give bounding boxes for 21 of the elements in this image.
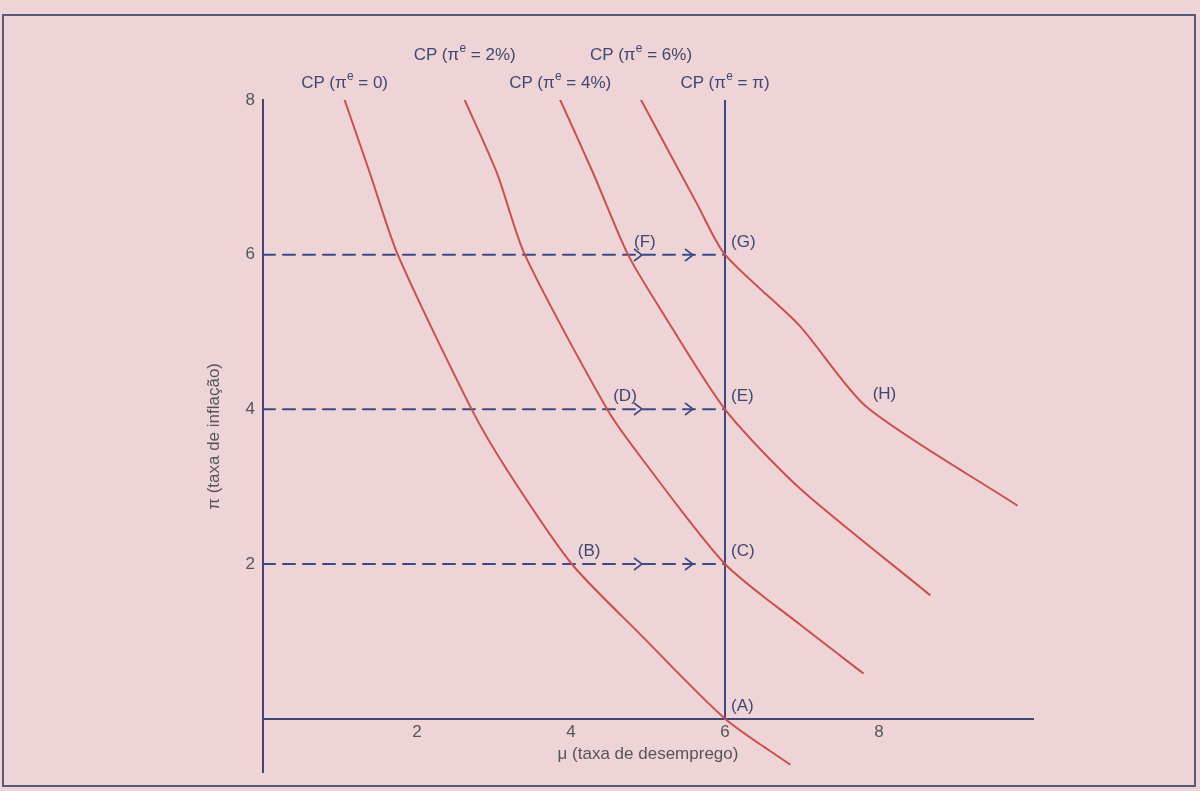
y-tick-label: 4 (245, 399, 255, 419)
annotation: (F) (633, 231, 656, 251)
y-tick-label: 2 (245, 553, 255, 573)
y-axis-title: π (taxa de inflação) (203, 362, 223, 510)
annotation: (E) (731, 386, 754, 406)
y-tick-label: 8 (245, 89, 255, 109)
annotation: (A) (731, 695, 754, 715)
x-tick-label: 2 (412, 721, 422, 741)
annotation: (H) (872, 384, 897, 404)
y-tick-label: 6 (245, 244, 255, 264)
line-series (343, 100, 791, 766)
annotation: (B) (577, 541, 601, 560)
x-tick-label: 8 (874, 721, 884, 741)
x-tick-label: 6 (720, 721, 730, 741)
annotation: (C) (731, 541, 755, 560)
x-tick-label: 4 (566, 721, 576, 741)
annotation: (D) (613, 386, 637, 406)
x-axis-title: μ (taxa de desemprego) (557, 744, 739, 764)
annotation: (G) (731, 231, 756, 251)
line-series (463, 100, 864, 675)
line-series (559, 100, 931, 596)
